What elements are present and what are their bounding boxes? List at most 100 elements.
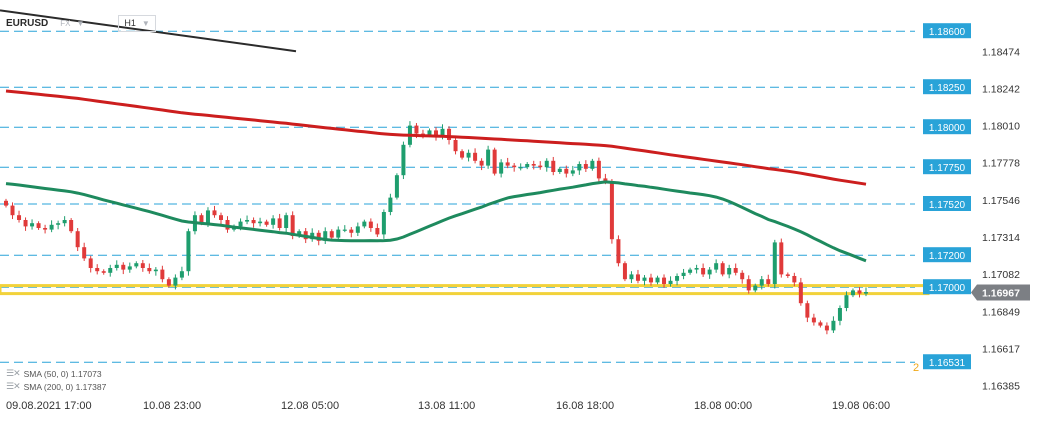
candle-body — [798, 282, 803, 304]
candles — [4, 121, 868, 335]
y-tick-label: 1.17546 — [982, 195, 1020, 207]
y-tick-label: 1.17314 — [982, 232, 1020, 244]
level-label: 1.18250 — [929, 83, 966, 94]
x-tick-label: 09.08.2021 17:00 — [6, 400, 92, 412]
candle-body — [577, 164, 582, 171]
level-tag — [923, 79, 971, 95]
timeframe-select[interactable]: H1 ▼ — [118, 14, 156, 32]
x-tick-label: 18.08 00:00 — [694, 400, 752, 412]
candle-body — [82, 247, 87, 259]
candle-body — [114, 264, 119, 268]
candle-body — [694, 268, 699, 270]
candle-body — [56, 223, 61, 225]
candle-body — [557, 168, 562, 172]
candle-body — [375, 228, 380, 235]
candle-body — [10, 205, 15, 216]
settings-icon[interactable]: ☰✕ — [6, 368, 21, 378]
candle-body — [759, 279, 764, 286]
chevron-down-icon: ▼ — [141, 18, 150, 28]
candle-body — [316, 232, 321, 241]
candle-body — [479, 160, 484, 166]
candle-body — [844, 295, 849, 308]
candle-body — [23, 220, 28, 227]
level-lines — [0, 30, 915, 363]
candle-body — [766, 279, 771, 284]
candle-body — [30, 223, 35, 227]
support-zone — [0, 284, 930, 296]
indicator-sma50-label: SMA (50, 0) 1.17073 — [23, 368, 102, 379]
candle-body — [720, 263, 725, 275]
candle-body — [238, 221, 243, 227]
candle-body — [75, 231, 80, 248]
current-price-tag — [971, 284, 1030, 301]
candle-body — [166, 279, 171, 286]
moving-averages — [5, 89, 867, 263]
candle-body — [805, 303, 810, 318]
candle-body — [564, 168, 569, 174]
candle-body — [297, 231, 302, 236]
candle-body — [681, 272, 686, 276]
candle-body — [36, 223, 41, 228]
candle-body — [486, 149, 491, 166]
candle-body — [453, 140, 458, 152]
y-tick-label: 1.16849 — [982, 306, 1020, 318]
candle-body — [69, 220, 74, 232]
candle-body — [258, 221, 263, 224]
candle-body — [88, 258, 93, 268]
level-tag — [923, 159, 971, 175]
candle-body — [596, 160, 601, 179]
level-tag — [923, 247, 971, 263]
candle-body — [17, 215, 22, 220]
level-label: 1.16531 — [929, 358, 966, 369]
instrument-type-badge: FX — [60, 18, 71, 28]
candle-body — [746, 279, 751, 291]
candle-body — [701, 268, 706, 275]
candle-body — [792, 276, 797, 283]
candle-body — [616, 239, 621, 264]
candle-body — [140, 263, 145, 268]
candle-body — [642, 277, 647, 281]
candle-body — [733, 268, 738, 273]
level-label: 1.17200 — [929, 251, 966, 262]
candle-body — [329, 231, 334, 238]
candle-body — [551, 160, 556, 172]
candle-body — [349, 229, 354, 233]
candle-body — [4, 200, 8, 206]
candle-body — [850, 290, 855, 296]
chevron-down-icon[interactable]: ▼ — [76, 18, 85, 28]
level-tag — [923, 354, 971, 370]
indicator-sma50[interactable]: ☰✕ SMA (50, 0) 1.17073 — [6, 368, 102, 379]
candle-body — [570, 170, 575, 174]
indicator-sma200-label: SMA (200, 0) 1.17387 — [23, 381, 107, 392]
x-tick-label: 10.08 23:00 — [143, 400, 201, 412]
current-price-label: 1.16967 — [982, 287, 1020, 299]
level-label: 1.17520 — [929, 200, 966, 211]
candle-body — [785, 274, 790, 276]
candle-body — [62, 220, 67, 224]
time-axis: 09.08.2021 17:00 10.08 23:00 12.08 05:00 13… — [6, 400, 890, 412]
settings-icon[interactable]: ☰✕ — [6, 381, 21, 391]
candle-body — [603, 178, 608, 182]
x-tick-label: 19.08 06:00 — [832, 400, 890, 412]
candle-body — [245, 220, 250, 222]
indicator-sma200[interactable]: ☰✕ SMA (200, 0) 1.17387 — [6, 381, 106, 392]
candle-body — [101, 271, 106, 273]
candle-body — [284, 215, 289, 228]
candle-body — [440, 128, 445, 137]
candle-body — [362, 221, 367, 227]
candle-body — [727, 268, 732, 275]
level-partial-label: 2 — [913, 362, 919, 374]
candle-body — [388, 197, 393, 212]
candle-body — [740, 272, 745, 280]
level-tag — [923, 196, 971, 211]
candle-body — [772, 242, 777, 284]
candle-body — [368, 221, 373, 228]
symbol-label[interactable]: EURUSD — [6, 17, 49, 29]
y-tick-label: 1.16385 — [982, 381, 1020, 393]
level-label: 1.18000 — [929, 123, 966, 134]
candle-body — [323, 231, 328, 241]
candle-body — [43, 228, 48, 230]
candle-body — [531, 164, 536, 166]
candle-body — [121, 264, 126, 270]
